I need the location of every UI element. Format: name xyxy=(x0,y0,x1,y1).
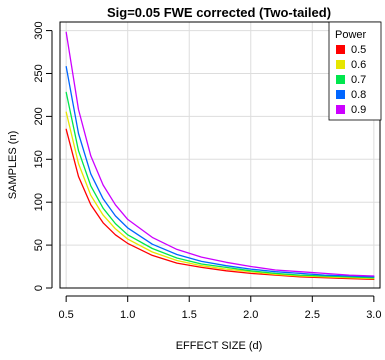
plot-border xyxy=(59,21,381,289)
x-axis: 0.5 1.0 1.5 2.0 2.5 3.0 xyxy=(59,295,381,321)
y-tick-label-5: 250 xyxy=(33,64,45,82)
x-tick-label-3: 2.0 xyxy=(243,309,258,321)
y-tick-label-1: 50 xyxy=(33,239,45,251)
series-line-0.8 xyxy=(65,65,375,278)
y-tick-label-2: 100 xyxy=(33,193,45,211)
y-tick-label-3: 150 xyxy=(33,150,45,168)
legend-swatch-0.5 xyxy=(336,45,345,54)
legend-swatch-0.7 xyxy=(336,75,345,84)
legend-label-0.6: 0.6 xyxy=(351,59,366,71)
legend-swatch-0.8 xyxy=(336,90,345,99)
series-line-0.6 xyxy=(65,111,375,280)
legend-items: 0.5 0.6 0.7 0.8 0.9 xyxy=(336,44,366,116)
y-axis: 0 50 100 150 200 250 300 xyxy=(33,21,53,291)
x-tick-label-0: 0.5 xyxy=(59,309,74,321)
legend-label-0.8: 0.8 xyxy=(351,89,366,101)
legend-swatch-0.6 xyxy=(336,60,345,69)
series-line-0.7 xyxy=(65,91,375,279)
legend-box xyxy=(328,21,382,121)
chart-title: Sig=0.05 FWE corrected (Two-tailed) xyxy=(107,5,331,20)
legend-label-0.5: 0.5 xyxy=(351,44,366,56)
x-tick-label-1: 1.0 xyxy=(120,309,135,321)
series-line-0.9 xyxy=(65,31,375,277)
legend-title: Power xyxy=(335,29,367,41)
x-tick-label-5: 3.0 xyxy=(366,309,381,321)
x-tick-label-4: 2.5 xyxy=(305,309,320,321)
y-axis-label: SAMPLES (n) xyxy=(7,131,19,199)
y-tick-label-6: 300 xyxy=(33,21,45,39)
legend-label-0.7: 0.7 xyxy=(351,74,366,86)
legend-swatch-0.9 xyxy=(336,105,345,114)
legend-label-0.9: 0.9 xyxy=(351,104,366,116)
legend: Power 0.5 0.6 0.7 0.8 0.9 xyxy=(328,21,382,121)
y-tick-label-4: 200 xyxy=(33,107,45,125)
x-axis-label: EFFECT SIZE (d) xyxy=(176,340,263,352)
x-tick-label-2: 1.5 xyxy=(182,309,197,321)
y-tick-label-0: 0 xyxy=(33,285,45,291)
series-line-0.5 xyxy=(65,128,375,281)
series-lines xyxy=(65,31,375,281)
